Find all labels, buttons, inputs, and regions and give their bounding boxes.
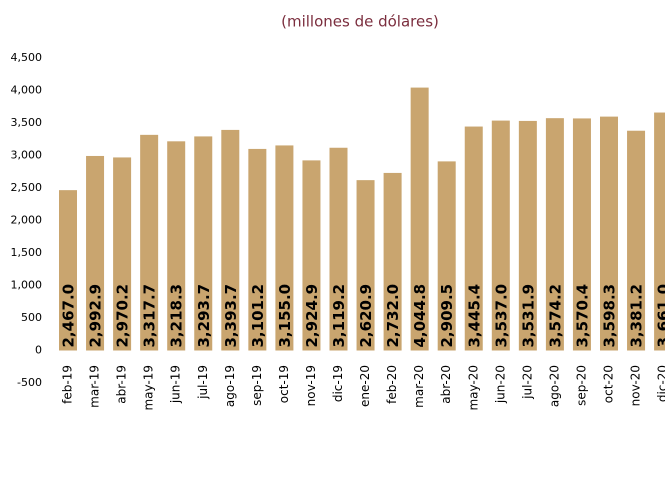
x-tick-label: sep-19 [250, 365, 264, 406]
value-label: 3,293.7 [195, 284, 213, 348]
y-tick-label: 0 [35, 344, 42, 357]
bar [356, 180, 375, 351]
x-tick-label: dic-19 [331, 365, 345, 402]
bar [410, 87, 429, 351]
bar [383, 172, 402, 351]
y-tick-label: 1,000 [11, 279, 43, 292]
value-label: 3,218.3 [168, 284, 186, 348]
bar [654, 112, 665, 351]
bar [248, 148, 267, 351]
x-tick-label: sep-20 [574, 365, 588, 406]
bar [545, 118, 564, 351]
x-tick-label: mar-19 [88, 365, 102, 408]
value-label: 3,445.4 [465, 284, 483, 348]
x-tick-label: feb-19 [61, 365, 75, 404]
bar [86, 155, 105, 351]
bar [518, 120, 537, 351]
value-label: 3,661.0 [655, 284, 665, 348]
x-tick-label: jun-20 [493, 365, 507, 404]
value-label: 3,119.2 [330, 284, 348, 348]
bar [437, 161, 456, 351]
x-tick-label: oct-20 [602, 365, 616, 403]
chart-subtitle: (millones de dólares) [281, 13, 439, 31]
value-label: 2,732.0 [384, 284, 402, 348]
bar [491, 120, 510, 351]
value-label: 2,467.0 [60, 284, 78, 348]
value-label: 3,570.4 [573, 284, 591, 348]
value-label: 3,393.7 [222, 284, 240, 348]
y-tick-label: 3,500 [11, 116, 43, 129]
x-tick-label: ene-20 [358, 365, 372, 407]
x-tick-label: may-19 [142, 365, 156, 411]
y-tick-label: 3,000 [11, 149, 43, 162]
x-tick-label: jun-19 [169, 365, 183, 404]
value-label: 3,598.3 [601, 284, 619, 348]
bar [302, 160, 321, 351]
x-tick-label: jul-20 [520, 365, 534, 400]
x-tick-label: may-20 [466, 365, 480, 411]
x-tick-label: jul-19 [196, 365, 210, 400]
bar [221, 129, 240, 351]
value-label: 2,909.5 [438, 284, 456, 348]
bar [113, 157, 132, 351]
y-tick-label: 4,000 [11, 84, 43, 97]
value-label: 2,970.2 [114, 284, 132, 348]
y-tick-label: 2,500 [11, 181, 43, 194]
bar [600, 116, 618, 351]
y-tick-label: -500 [17, 376, 42, 389]
y-tick-label: 500 [21, 311, 42, 324]
bar [329, 147, 348, 351]
bar [59, 190, 77, 351]
bar [572, 118, 591, 351]
value-label: 2,924.9 [303, 284, 321, 348]
bar [627, 130, 646, 351]
bar [194, 136, 213, 351]
x-tick-label: ago-20 [547, 365, 561, 407]
x-tick-label: dic-20 [656, 365, 665, 402]
bar [275, 145, 294, 351]
value-label: 2,620.9 [357, 284, 375, 348]
value-label: 3,155.0 [276, 284, 294, 348]
bar [167, 141, 186, 351]
x-tick-label: feb-20 [385, 365, 399, 404]
x-tick-label: oct-19 [277, 365, 291, 403]
y-tick-label: 2,000 [11, 214, 43, 227]
x-tick-label: mar-20 [412, 365, 426, 408]
value-label: 3,531.9 [519, 284, 537, 348]
y-tick-label: 4,500 [11, 51, 43, 64]
x-tick-label: ago-19 [223, 365, 237, 407]
value-label: 3,101.2 [249, 284, 267, 348]
y-tick-label: 1,500 [11, 246, 43, 259]
value-label: 3,537.0 [492, 284, 510, 348]
bar [140, 134, 159, 351]
value-label: 3,381.2 [628, 284, 646, 348]
value-label: 2,992.9 [87, 284, 105, 348]
x-tick-label: nov-19 [304, 365, 318, 406]
bar [464, 126, 483, 351]
value-label: 4,044.8 [411, 284, 429, 348]
x-tick-label: abr-19 [115, 365, 129, 404]
x-tick-label: abr-20 [439, 365, 453, 404]
value-label: 3,574.2 [546, 284, 564, 348]
x-tick-label: nov-20 [629, 365, 643, 406]
value-label: 3,317.7 [141, 284, 159, 348]
